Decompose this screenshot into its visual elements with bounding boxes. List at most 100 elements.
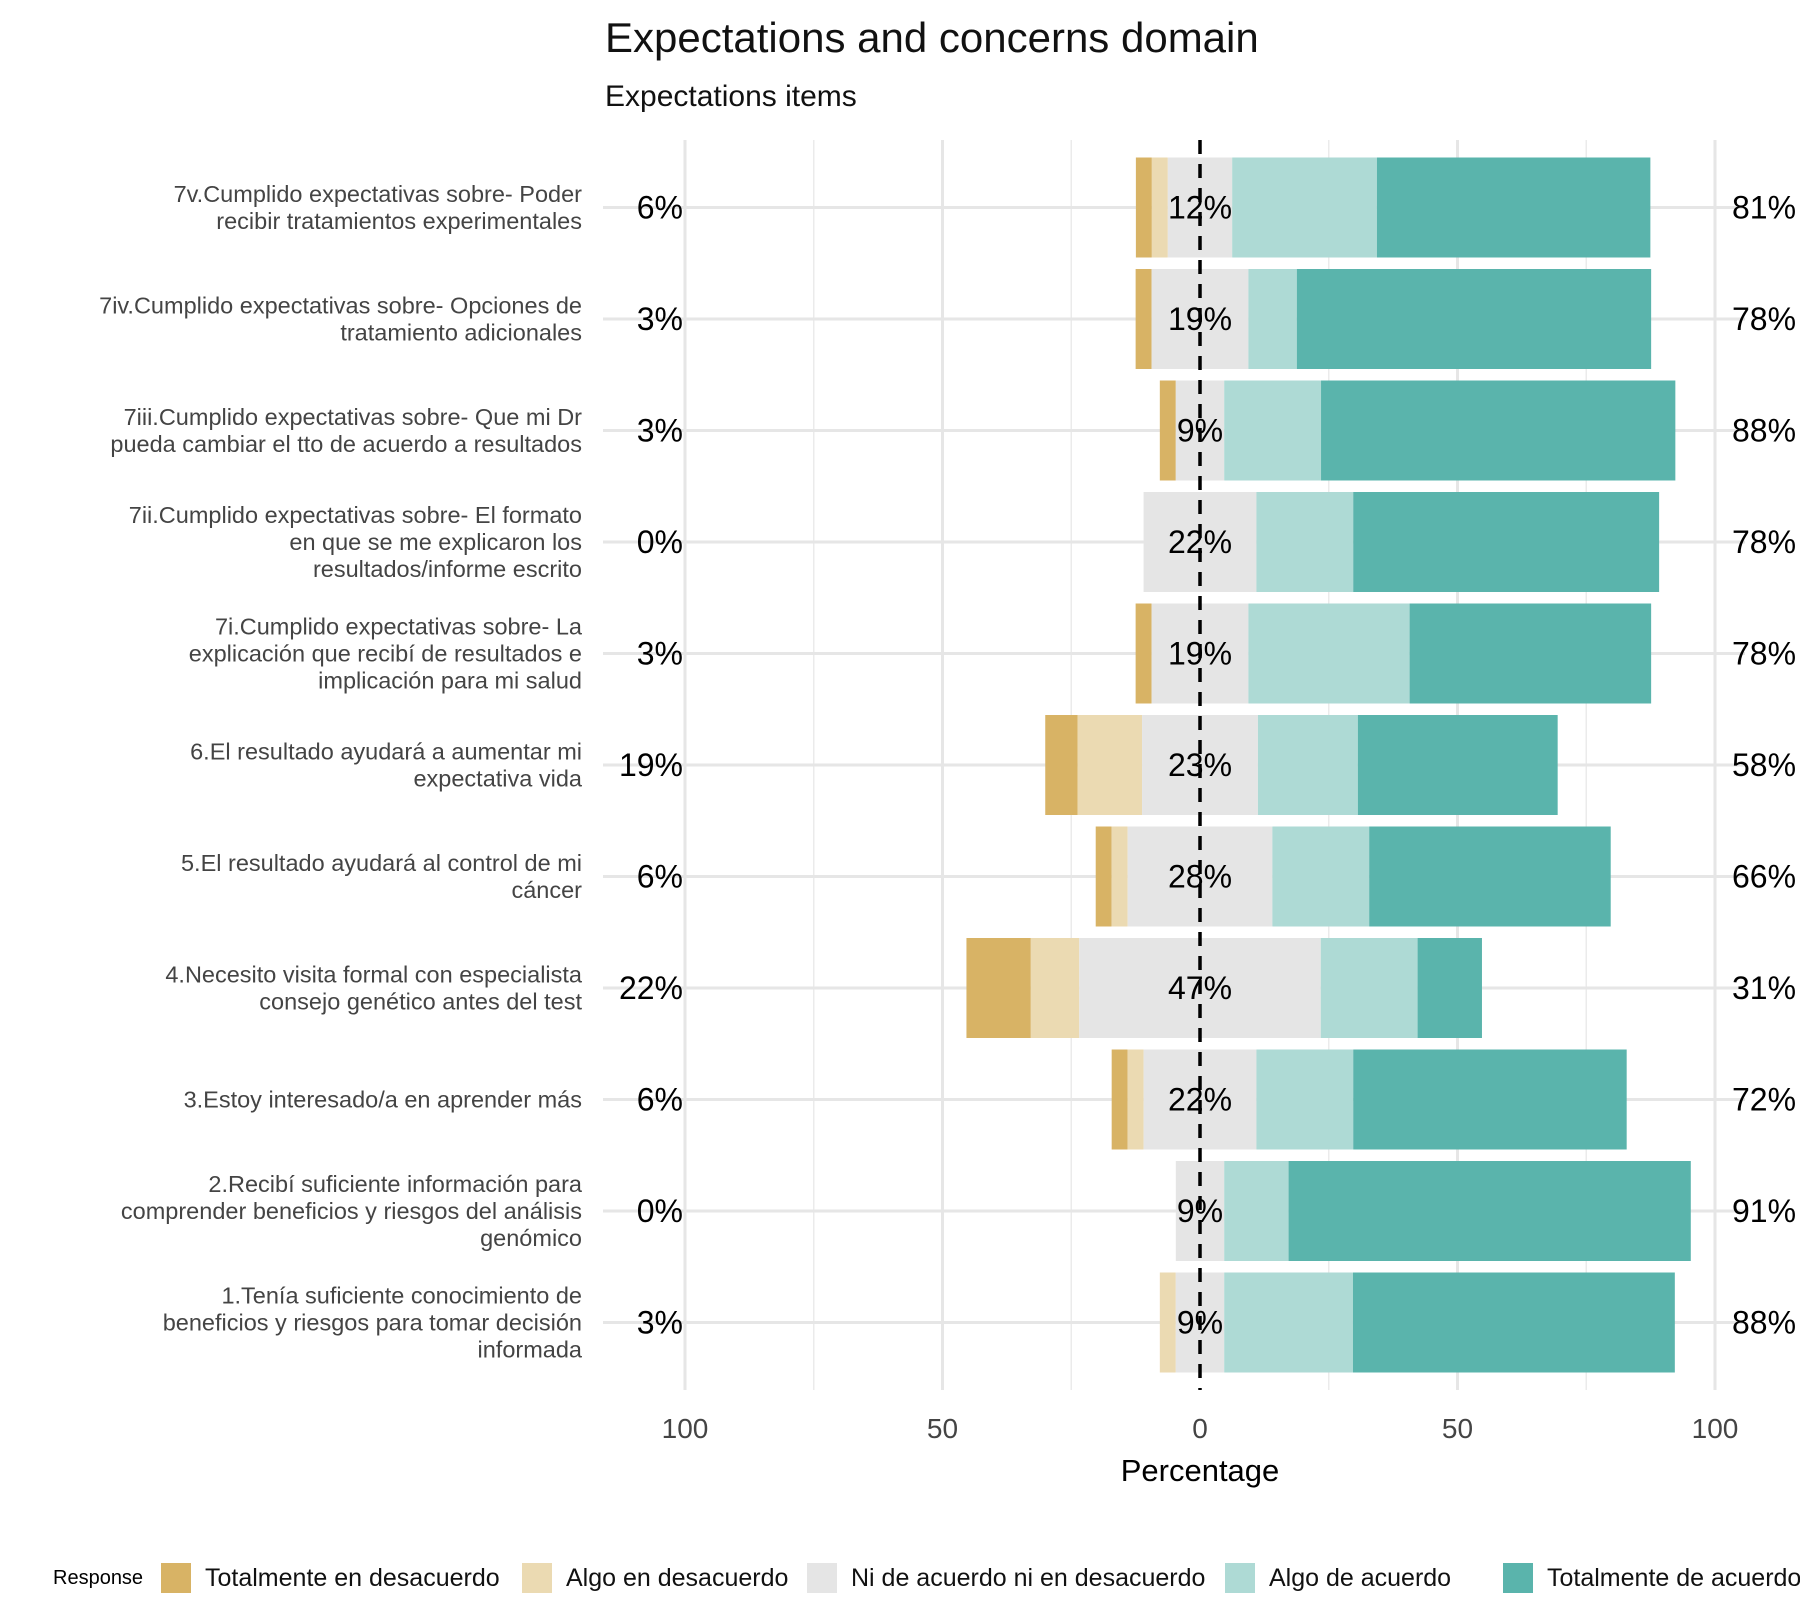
- bar-segment: [1409, 603, 1652, 704]
- bar-segment: [1357, 715, 1558, 815]
- high-percent-label: 72%: [1732, 1082, 1796, 1118]
- bar-segment: [1111, 826, 1128, 927]
- bar-segment: [1224, 1161, 1289, 1261]
- bar-segment: [1151, 157, 1168, 258]
- legend-label: Algo de acuerdo: [1269, 1564, 1451, 1592]
- x-tick-label: 50: [1442, 1413, 1473, 1444]
- legend-swatch: [1503, 1563, 1533, 1593]
- bar-segment: [1257, 715, 1358, 815]
- neutral-percent-label: 9%: [1177, 1305, 1223, 1341]
- bar-segment: [1352, 1272, 1675, 1373]
- bar-segment: [1320, 938, 1418, 1038]
- category-label: 1.Tenía suficiente conocimiento de benefi…: [163, 1283, 583, 1363]
- neutral-percent-label: 12%: [1168, 190, 1232, 226]
- category-label: 7v.Cumplido expectativas sobre- Poder rec…: [174, 181, 583, 234]
- high-percent-label: 78%: [1732, 524, 1796, 560]
- x-tick-label: 0: [1192, 1413, 1208, 1444]
- bar-segment: [1353, 492, 1660, 592]
- bar-segment: [1224, 380, 1322, 481]
- bar-segment: [1077, 715, 1143, 815]
- legend-swatch: [1225, 1563, 1255, 1593]
- x-tick-label: 100: [662, 1413, 709, 1444]
- legend-swatch: [161, 1563, 191, 1593]
- bar-segment: [1135, 603, 1152, 704]
- category-label: 5.El resultado ayudará al control de mi c…: [181, 850, 582, 903]
- low-percent-label: 6%: [637, 859, 683, 895]
- category-label: 7iii.Cumplido expectativas sobre- Que mi…: [110, 404, 582, 457]
- legend-label: Algo en desacuerdo: [566, 1564, 788, 1592]
- high-percent-label: 88%: [1732, 1305, 1796, 1341]
- bar-segment: [1159, 380, 1176, 481]
- bar-segment: [966, 938, 1031, 1038]
- low-percent-label: 6%: [637, 190, 683, 226]
- neutral-percent-label: 9%: [1177, 413, 1223, 449]
- low-percent-label: 3%: [637, 1305, 683, 1341]
- category-label: 6.El resultado ayudará a aumentar mi expe…: [190, 739, 583, 792]
- bar-segment: [1417, 938, 1482, 1038]
- low-percent-label: 3%: [637, 413, 683, 449]
- bar-segment: [1256, 1049, 1354, 1150]
- bar-segment: [1248, 269, 1297, 369]
- neutral-percent-label: 28%: [1168, 859, 1232, 895]
- high-percent-label: 81%: [1732, 190, 1796, 226]
- neutral-percent-label: 9%: [1177, 1193, 1223, 1229]
- high-percent-label: 66%: [1732, 859, 1796, 895]
- bar-segment: [1272, 826, 1370, 927]
- x-axis-title: Percentage: [1121, 1453, 1280, 1488]
- legend-title: Response: [53, 1567, 143, 1589]
- neutral-percent-label: 19%: [1168, 636, 1232, 672]
- low-percent-label: 6%: [637, 1082, 683, 1118]
- neutral-percent-label: 47%: [1168, 970, 1232, 1006]
- bar-segment: [1288, 1161, 1691, 1261]
- high-percent-label: 78%: [1732, 636, 1796, 672]
- x-tick-label: 50: [927, 1413, 958, 1444]
- low-percent-label: 0%: [637, 524, 683, 560]
- bar-segment: [1224, 1272, 1353, 1373]
- low-percent-label: 3%: [637, 301, 683, 337]
- legend-swatch: [522, 1563, 552, 1593]
- neutral-percent-label: 23%: [1168, 747, 1232, 783]
- high-percent-label: 88%: [1732, 413, 1796, 449]
- category-label: 3.Estoy interesado/a en aprender más: [184, 1087, 582, 1113]
- bar-segment: [1256, 492, 1354, 592]
- bar-segment: [1045, 715, 1078, 815]
- high-percent-label: 58%: [1732, 747, 1796, 783]
- neutral-percent-label: 22%: [1168, 1082, 1232, 1118]
- legend-swatch: [807, 1563, 837, 1593]
- bar-segment: [1321, 380, 1676, 481]
- bar-segment: [1248, 603, 1410, 704]
- low-percent-label: 22%: [619, 970, 683, 1006]
- neutral-percent-label: 22%: [1168, 524, 1232, 560]
- bar-segment: [1135, 269, 1152, 369]
- low-percent-label: 3%: [637, 636, 683, 672]
- bar-segment: [1111, 1049, 1128, 1150]
- bar-segment: [1369, 826, 1611, 927]
- category-label: 7i.Cumplido expectativas sobre- La explic…: [189, 614, 583, 694]
- low-percent-label: 0%: [637, 1193, 683, 1229]
- legend-label: Totalmente en desacuerdo: [205, 1564, 500, 1592]
- chart-title: Expectations and concerns domain: [605, 14, 1259, 61]
- bar-segment: [1296, 269, 1652, 369]
- bar-segment: [1030, 938, 1080, 1038]
- chart-subtitle: Expectations items: [605, 80, 857, 113]
- bar-segment: [1095, 826, 1112, 927]
- category-label: 2.Recibí suficiente información para comp…: [121, 1171, 583, 1251]
- category-label: 7iv.Cumplido expectativas sobre- Opcione…: [99, 293, 582, 346]
- high-percent-label: 91%: [1732, 1193, 1796, 1229]
- bar-segment: [1232, 157, 1377, 258]
- legend-label: Ni de acuerdo ni en desacuerdo: [851, 1564, 1205, 1592]
- bar-segment: [1127, 1049, 1144, 1150]
- category-label: 4.Necesito visita formal con especialist…: [165, 962, 583, 1015]
- legend-label: Totalmente de acuerdo: [1547, 1564, 1800, 1592]
- category-label: 7ii.Cumplido expectativas sobre- El form…: [129, 502, 582, 582]
- high-percent-label: 78%: [1732, 301, 1796, 337]
- neutral-percent-label: 19%: [1168, 301, 1232, 337]
- bar-segment: [1376, 157, 1651, 258]
- high-percent-label: 31%: [1732, 970, 1796, 1006]
- low-percent-label: 19%: [619, 747, 683, 783]
- bar-segment: [1353, 1049, 1627, 1150]
- x-tick-label: 100: [1692, 1413, 1739, 1444]
- bar-segment: [1135, 157, 1152, 258]
